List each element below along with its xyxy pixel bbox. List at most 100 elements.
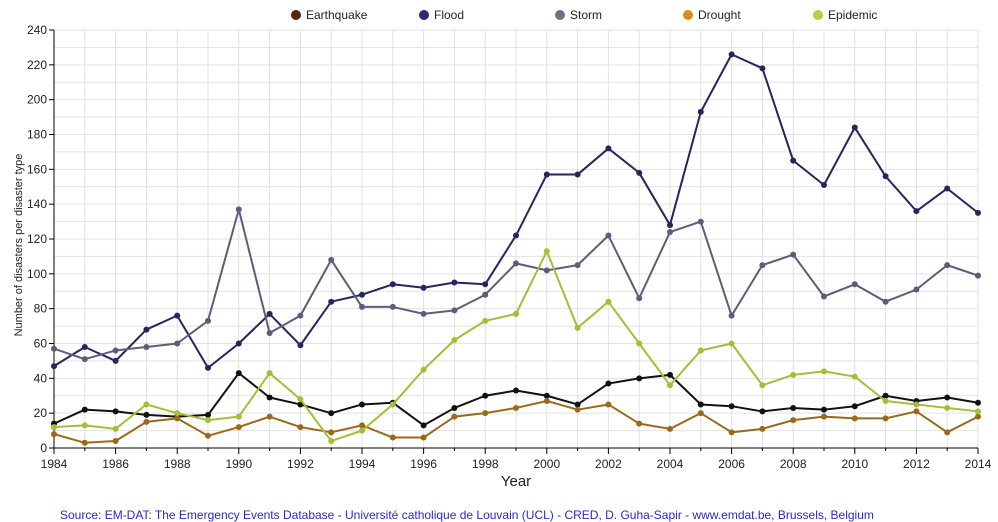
data-point-flood <box>759 65 766 72</box>
legend: Earthquake Flood Storm Drought Epidemic <box>291 8 877 22</box>
data-point-flood <box>574 171 581 178</box>
data-point-flood <box>420 284 427 291</box>
data-point-earthquake <box>143 411 150 418</box>
data-point-flood <box>543 171 550 178</box>
data-point-drought <box>759 425 766 432</box>
axes: 0 20 40 60 80 100 120 140 160 180 200 220 240 1984 198… <box>27 23 992 471</box>
data-point-storm <box>297 312 304 319</box>
data-point-storm <box>574 262 581 269</box>
data-point-epidemic <box>574 324 581 331</box>
x-axis-title: Year <box>501 473 531 490</box>
data-point-storm <box>174 340 181 347</box>
data-point-storm <box>235 206 242 213</box>
legend-label-flood: Flood <box>434 8 464 22</box>
data-point-storm <box>667 229 673 236</box>
legend-marker-epidemic <box>813 10 823 20</box>
y-tick-label: 120 <box>27 232 47 246</box>
y-tick-label: 240 <box>27 23 47 37</box>
y-tick-label: 140 <box>27 197 47 211</box>
data-point-storm <box>420 310 427 317</box>
x-tick-label: 1990 <box>225 457 252 471</box>
data-point-epidemic <box>728 340 735 347</box>
legend-label-storm: Storm <box>570 8 602 22</box>
data-point-drought <box>697 410 704 417</box>
data-point-earthquake <box>944 394 951 401</box>
data-point-epidemic <box>882 397 889 404</box>
data-point-earthquake <box>420 422 427 429</box>
data-point-epidemic <box>174 410 181 417</box>
data-point-earthquake <box>266 394 273 401</box>
x-tick-label: 1998 <box>472 457 499 471</box>
data-point-earthquake <box>543 392 550 399</box>
data-point-epidemic <box>821 368 827 375</box>
data-point-flood <box>790 157 797 164</box>
data-point-storm <box>851 281 858 288</box>
data-point-drought <box>882 415 889 422</box>
data-point-flood <box>359 291 365 298</box>
data-point-drought <box>359 422 365 429</box>
data-point-storm <box>821 293 827 300</box>
data-point-epidemic <box>759 382 766 389</box>
data-point-flood <box>51 363 57 370</box>
data-point-drought <box>513 404 519 411</box>
grid <box>53 29 979 449</box>
data-point-earthquake <box>975 399 981 406</box>
data-point-drought <box>667 425 673 432</box>
data-point-flood <box>235 340 242 347</box>
data-point-storm <box>205 317 211 324</box>
data-point-flood <box>605 145 612 152</box>
data-point-epidemic <box>328 438 335 445</box>
y-tick-label: 100 <box>27 267 47 281</box>
data-point-flood <box>882 173 889 180</box>
x-tick-label: 1988 <box>164 457 191 471</box>
data-point-flood <box>328 298 335 305</box>
data-point-epidemic <box>205 417 211 424</box>
y-tick-label: 60 <box>34 337 48 351</box>
data-point-storm <box>513 260 519 267</box>
x-tick-label: 1986 <box>102 457 129 471</box>
data-point-epidemic <box>235 413 242 420</box>
data-point-storm <box>328 256 335 263</box>
data-point-earthquake <box>328 410 335 417</box>
data-point-drought <box>297 424 304 431</box>
data-point-drought <box>205 432 211 439</box>
data-point-drought <box>143 418 150 425</box>
data-point-storm <box>451 307 458 314</box>
data-point-epidemic <box>790 371 797 378</box>
source-note: Source: EM-DAT: The Emergency Events Dat… <box>60 508 874 522</box>
y-axis-title: Number of disasters per disaster type <box>13 154 25 337</box>
data-point-epidemic <box>266 370 273 377</box>
legend-label-earthquake: Earthquake <box>306 8 368 22</box>
data-point-drought <box>913 408 920 415</box>
data-point-flood <box>482 281 489 288</box>
data-point-earthquake <box>790 404 797 411</box>
data-point-flood <box>266 310 273 317</box>
x-tick-label: 2004 <box>657 457 684 471</box>
y-tick-label: 220 <box>27 58 47 72</box>
data-point-earthquake <box>605 380 612 387</box>
data-point-drought <box>81 439 88 446</box>
data-point-drought <box>482 410 489 417</box>
data-point-flood <box>297 342 304 349</box>
data-point-drought <box>605 401 612 408</box>
data-point-epidemic <box>451 337 458 344</box>
data-point-epidemic <box>697 347 704 354</box>
data-point-epidemic <box>543 248 550 255</box>
data-point-epidemic <box>51 424 57 431</box>
data-point-storm <box>759 262 766 269</box>
legend-marker-flood <box>419 10 429 20</box>
data-point-drought <box>975 413 981 420</box>
data-point-drought <box>574 406 581 413</box>
data-point-earthquake <box>81 406 88 413</box>
data-point-storm <box>112 347 119 354</box>
data-point-epidemic <box>389 401 396 408</box>
data-point-earthquake <box>482 392 489 399</box>
data-point-epidemic <box>359 427 365 434</box>
data-point-drought <box>328 429 335 436</box>
data-point-storm <box>790 251 797 258</box>
data-point-storm <box>944 262 951 269</box>
data-point-drought <box>636 420 643 427</box>
data-point-epidemic <box>297 396 304 403</box>
x-tick-label: 2000 <box>533 457 560 471</box>
